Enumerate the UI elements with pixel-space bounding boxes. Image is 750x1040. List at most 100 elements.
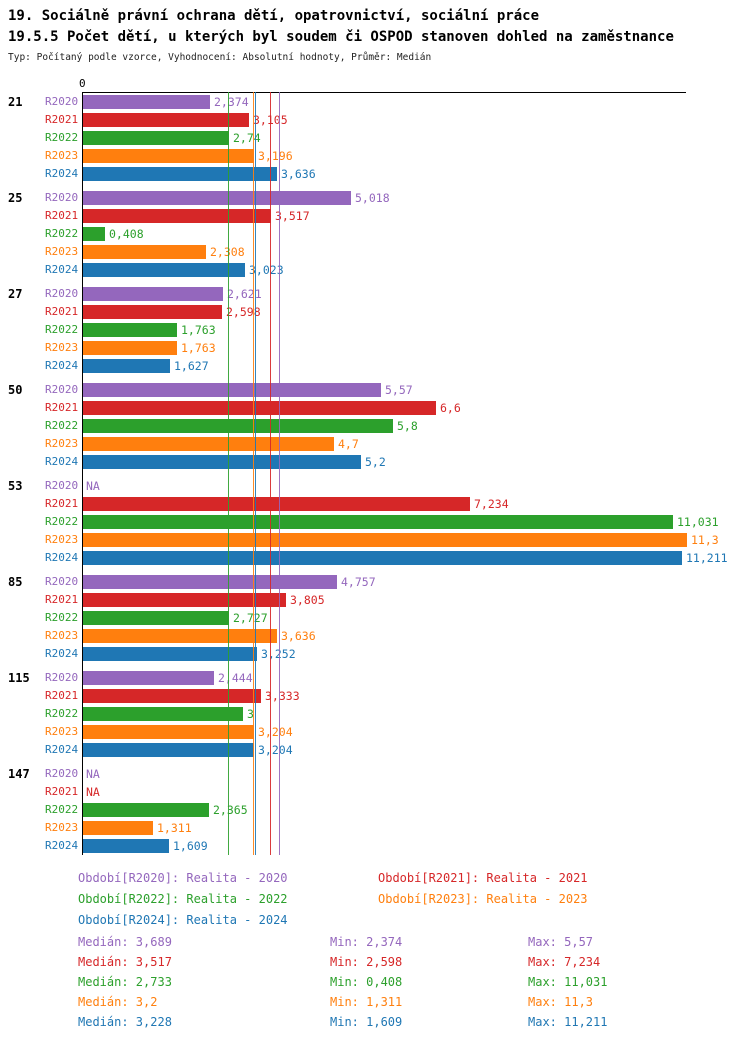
bar xyxy=(83,113,249,127)
group-label: 115 xyxy=(8,671,30,685)
series-row-label: R2024 xyxy=(45,551,79,564)
legend-item: Období[R2022]: Realita - 2022 xyxy=(78,892,288,906)
series-row-label: R2021 xyxy=(45,113,79,126)
series-row-label: R2020 xyxy=(45,575,79,588)
bar xyxy=(83,821,153,835)
bar xyxy=(83,689,261,703)
stat-min: Min: 2,374 xyxy=(330,935,403,949)
bar xyxy=(83,437,334,451)
series-row-label: R2021 xyxy=(45,689,79,702)
series-row-label: R2022 xyxy=(45,707,79,720)
series-row-label: R2022 xyxy=(45,419,79,432)
bar-value-label: 3 xyxy=(247,707,254,721)
group-label: 85 xyxy=(8,575,23,589)
bar xyxy=(83,515,673,529)
bar xyxy=(83,647,257,661)
bar-value-label: 4,7 xyxy=(338,437,359,451)
stat-max: Max: 11,3 xyxy=(528,995,594,1009)
series-row-label: R2024 xyxy=(45,359,79,372)
stat-median: Medián: 3,689 xyxy=(78,935,172,949)
y-axis-line xyxy=(82,92,83,855)
series-row-label: R2023 xyxy=(45,245,79,258)
bar xyxy=(83,305,222,319)
bar-value-label: 6,6 xyxy=(440,401,461,415)
series-row-label: R2022 xyxy=(45,227,79,240)
bar xyxy=(83,245,206,259)
bar xyxy=(83,533,687,547)
stat-min: Min: 0,408 xyxy=(330,975,403,989)
bar-value-label: 7,234 xyxy=(474,497,509,511)
bar-value-label: 5,2 xyxy=(365,455,386,469)
bar-value-label: 3,252 xyxy=(261,645,296,663)
chart-title-line2: 19.5.5 Počet dětí, u kterých byl soudem … xyxy=(8,29,674,45)
bar-value-label: 3,333 xyxy=(265,689,300,703)
bar-value-label: 3,204 xyxy=(258,725,293,739)
legend-item: Období[R2023]: Realita - 2023 xyxy=(378,892,588,906)
bar xyxy=(83,839,169,853)
series-row-label: R2024 xyxy=(45,647,79,660)
series-row-label: R2020 xyxy=(45,287,79,300)
series-row-label: R2021 xyxy=(45,785,79,798)
bar-value-label: 3,023 xyxy=(249,263,284,277)
bar-value-label: 5,8 xyxy=(397,419,418,433)
group-label: 50 xyxy=(8,383,23,397)
x-axis-line xyxy=(82,92,686,93)
bar xyxy=(83,743,254,757)
bar xyxy=(83,359,170,373)
series-row-label: R2021 xyxy=(45,305,79,318)
bar-value-label: 1,311 xyxy=(157,821,192,835)
bar-value-label: 3,636 xyxy=(281,629,316,643)
bar-value-label: 5,57 xyxy=(385,383,413,397)
stat-median: Medián: 3,2 xyxy=(78,995,158,1009)
stat-median: Medián: 2,733 xyxy=(78,975,172,989)
series-row-label: R2021 xyxy=(45,593,79,606)
bar-chart-plot-area: 0 21R20202,374R20213,105R20222,74R20233,… xyxy=(0,77,750,857)
bar-value-label: 1,763 xyxy=(181,323,216,337)
bar-value-label: 0,408 xyxy=(109,227,144,241)
bar xyxy=(83,323,177,337)
bar xyxy=(83,419,393,433)
stat-median: Medián: 3,228 xyxy=(78,1015,172,1029)
bar-value-label: 2,74 xyxy=(233,131,261,145)
stat-min: Min: 1,609 xyxy=(330,1015,403,1029)
bar-value-label: 11,031 xyxy=(677,515,719,529)
bar xyxy=(83,593,286,607)
stat-max: Max: 11,031 xyxy=(528,975,608,989)
series-row-label: R2024 xyxy=(45,263,79,276)
series-row-label: R2020 xyxy=(45,191,79,204)
stat-max: Max: 5,57 xyxy=(528,935,594,949)
series-row-label: R2021 xyxy=(45,401,79,414)
bar xyxy=(83,191,351,205)
group-label: 21 xyxy=(8,95,23,109)
x-axis-zero-label: 0 xyxy=(79,77,86,90)
legend-item: Období[R2021]: Realita - 2021 xyxy=(378,871,588,885)
bar xyxy=(83,341,177,355)
bar xyxy=(83,401,436,415)
bar-value-label: 4,757 xyxy=(341,575,376,589)
bar xyxy=(83,383,381,397)
series-row-label: R2024 xyxy=(45,839,79,852)
bar-value-label: 3,204 xyxy=(258,743,293,757)
series-row-label: R2023 xyxy=(45,533,79,546)
series-row-label: R2022 xyxy=(45,131,79,144)
stat-min: Min: 2,598 xyxy=(330,955,403,969)
series-row-label: R2024 xyxy=(45,167,79,180)
chart-title-line1: 19. Sociálně právní ochrana dětí, opatro… xyxy=(8,8,540,24)
series-row-label: R2023 xyxy=(45,629,79,642)
bar-value-label: 1,763 xyxy=(181,341,216,355)
stat-median: Medián: 3,517 xyxy=(78,955,172,969)
series-row-label: R2024 xyxy=(45,743,79,756)
group-label: 25 xyxy=(8,191,23,205)
legend: Období[R2020]: Realita - 2020 Období[R202… xyxy=(78,871,750,933)
bar-na-label: NA xyxy=(86,767,100,781)
legend-item: Období[R2024]: Realita - 2024 xyxy=(78,913,288,927)
bar-value-label: 2,308 xyxy=(210,243,245,261)
median-reference-line xyxy=(279,92,280,855)
series-row-label: R2021 xyxy=(45,497,79,510)
chart-subtitle: Typ: Počítaný podle vzorce, Vyhodnocení:… xyxy=(8,52,432,63)
series-row-label: R2020 xyxy=(45,383,79,396)
bar-value-label: 1,627 xyxy=(174,359,209,373)
bar-value-label: 5,018 xyxy=(355,191,390,205)
bar xyxy=(83,455,361,469)
